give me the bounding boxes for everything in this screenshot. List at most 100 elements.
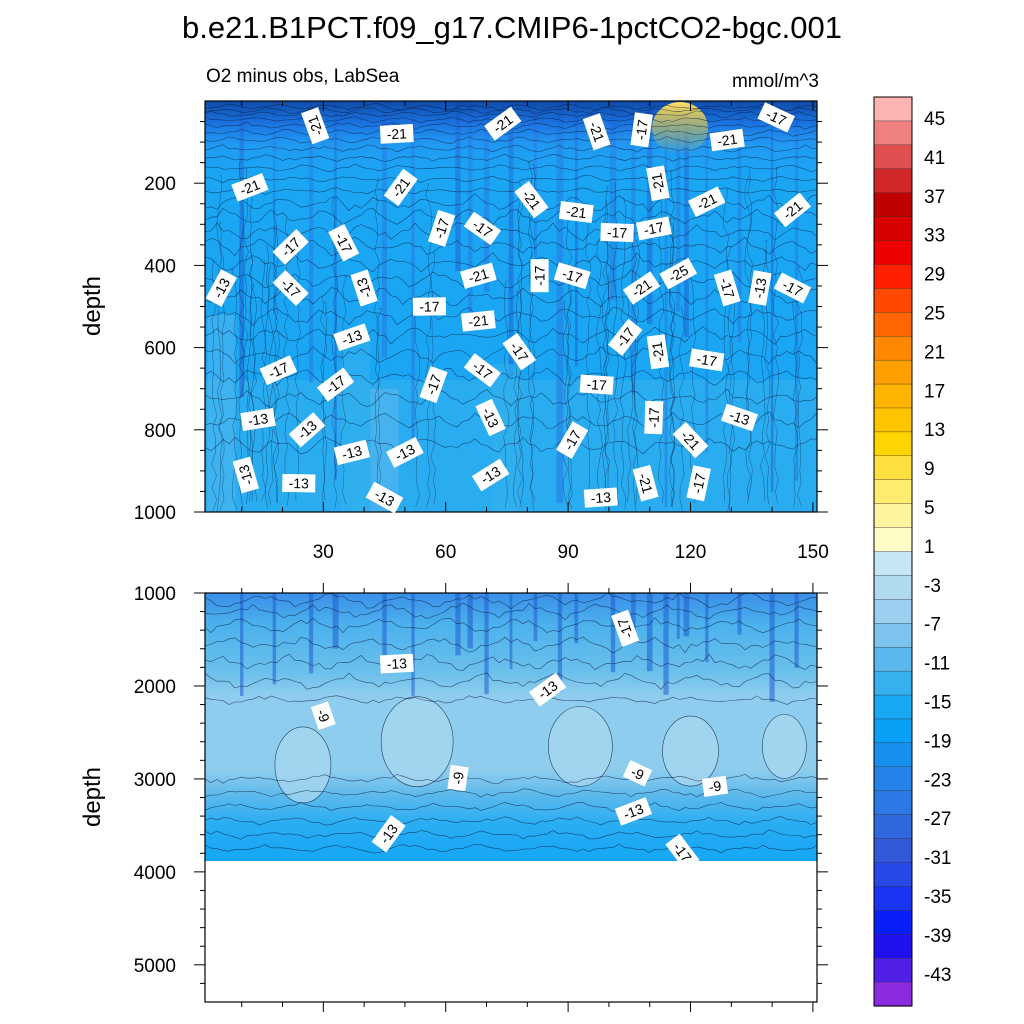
colorbar-swatch xyxy=(873,766,913,792)
contour-label-box xyxy=(333,439,371,466)
panel-subtitle-left: O2 minus obs, LabSea xyxy=(206,66,400,87)
colorbar-tick-label: 37 xyxy=(924,187,945,208)
contour-label-box xyxy=(748,270,772,306)
contour-label-text: -21 xyxy=(468,312,490,330)
colorbar-tick-label: -39 xyxy=(924,926,951,947)
upper-contour-line xyxy=(250,285,257,502)
colorbar-swatch xyxy=(873,838,913,864)
lower-field-streak xyxy=(308,593,314,674)
contour-label-box xyxy=(614,797,653,826)
contour-label-text: -17 xyxy=(642,219,665,239)
lower-field-light-patch xyxy=(380,696,454,788)
lower-contour-line xyxy=(205,653,817,671)
upper-contour-line xyxy=(205,287,817,307)
contour-label: -17 xyxy=(689,348,725,372)
contour-label: -17 xyxy=(328,224,360,262)
contour-label-box xyxy=(701,775,729,797)
contour-label: -13 xyxy=(475,398,506,437)
upper-plot-area: 30 60 90 120 150 200 400 600 800 1000 -21 -21 -21 -2… xyxy=(134,100,829,563)
upper-field-streak xyxy=(664,101,668,508)
colorbar-tick-label: 21 xyxy=(924,342,945,363)
contour-label-box xyxy=(333,323,371,352)
upper-y-tick-label: 600 xyxy=(144,339,176,360)
colorbar-swatch xyxy=(873,336,913,361)
colorbar-swatch xyxy=(873,886,913,911)
contour-label-text: -17 xyxy=(632,118,651,140)
lower-field-streak xyxy=(737,593,742,635)
lower-field-streak xyxy=(455,593,461,656)
colorbar-swatch xyxy=(873,981,913,1007)
colorbar-swatch xyxy=(873,694,913,720)
contour-label-box xyxy=(558,201,594,223)
contour-label-text: -17 xyxy=(431,216,453,240)
colorbar-swatch xyxy=(873,527,913,553)
lower-field-streak xyxy=(663,593,669,695)
contour-label-text: -13 xyxy=(289,475,310,491)
upper-contour-line xyxy=(205,388,817,408)
lower-field-streak xyxy=(646,593,653,672)
contour-label-box xyxy=(514,181,549,219)
contour-label-box xyxy=(646,165,670,202)
contour-label-text: -21 xyxy=(466,265,490,286)
lower-field-streak xyxy=(557,593,563,692)
contour-label: -21 xyxy=(709,128,745,152)
lower-field-streak xyxy=(411,593,415,696)
contour-label-text: -13 xyxy=(621,800,646,822)
contour-label-box xyxy=(713,269,741,307)
upper-contour-line xyxy=(585,205,592,507)
contour-label-box xyxy=(611,609,640,647)
contour-label-box xyxy=(427,209,456,247)
contour-label-box xyxy=(386,436,424,468)
upper-contour-line xyxy=(205,252,817,273)
contour-label: -17 xyxy=(427,209,456,247)
lower-axes: 1000 2000 3000 4000 5000 xyxy=(134,583,828,1012)
colorbar-swatch xyxy=(873,934,913,959)
contour-label-box xyxy=(665,833,700,871)
lower-y-tick-label: 3000 xyxy=(134,770,176,791)
contour-label-box xyxy=(301,107,330,145)
upper-contour-line xyxy=(690,275,697,504)
contour-label-box xyxy=(774,192,811,228)
contour-label-box xyxy=(686,465,711,502)
contour-label-text: -17 xyxy=(419,298,440,314)
upper-contour-line xyxy=(374,178,381,503)
colorbar-swatch xyxy=(873,862,913,887)
lower-contour-line xyxy=(205,602,817,621)
colorbar: 45 41 37 33 29 25 21 17 13 9 5 1 -3 -7 -11 -15 -19 -23 -27… xyxy=(873,96,951,1007)
upper-contour-line xyxy=(294,236,301,501)
contour-label-box xyxy=(635,216,672,241)
contour-label-box xyxy=(720,403,759,432)
lower-field-streak xyxy=(533,593,538,642)
upper-contour-line xyxy=(243,167,250,504)
lower-field-streak xyxy=(769,593,775,702)
colorbar-border xyxy=(873,96,913,1007)
contour-label-box xyxy=(350,269,378,307)
colorbar-tick-label: 17 xyxy=(924,381,945,402)
contour-label-box xyxy=(600,222,634,243)
colorbar-swatch xyxy=(873,479,913,505)
contour-label-text: -13 xyxy=(340,326,365,348)
upper-contour-line xyxy=(205,207,817,226)
contour-label: -21 xyxy=(688,186,726,218)
contour-label: -21 xyxy=(582,113,611,151)
contour-label: -17 xyxy=(630,112,653,148)
contour-label: -9 xyxy=(310,701,336,730)
contour-label-box xyxy=(419,366,448,404)
upper-contour-line xyxy=(218,222,226,511)
contour-label-box xyxy=(659,257,698,290)
upper-contour-line xyxy=(425,182,432,508)
upper-contour-line xyxy=(669,170,676,507)
contour-label-box xyxy=(484,106,522,141)
contour-label-text: -21 xyxy=(635,471,656,495)
contour-label: -17 xyxy=(713,269,741,307)
contour-label-box xyxy=(461,310,496,332)
contour-label-text: -13 xyxy=(750,276,769,299)
upper-contour-line xyxy=(744,176,752,501)
contour-label-box xyxy=(272,269,309,307)
lower-field-streak xyxy=(509,593,513,669)
upper-contour-line xyxy=(565,221,573,510)
lower-field-bottom-band xyxy=(205,848,817,860)
contour-label-text: -13 xyxy=(235,463,256,487)
contour-label: -13 xyxy=(333,323,371,352)
